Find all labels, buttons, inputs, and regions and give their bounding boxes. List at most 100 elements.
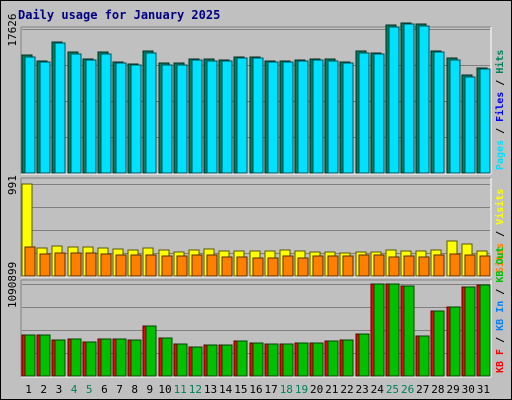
panel-visits-sites: 991 Sites / Visits [6,175,506,278]
bar-sites-day-8 [130,254,142,277]
bar-files-day-8 [130,64,142,174]
bar-sites-day-2 [39,253,51,277]
x-tick-label-day-5: 5 [86,383,93,396]
bar-kb-out-day-22 [342,339,354,377]
x-tick-label-day-14: 14 [219,383,233,396]
bar-sites-day-1 [24,246,36,277]
panel-pages-files-hits: 17626 Pages / Files / Hits [6,13,506,175]
bar-sites-day-30 [464,254,476,277]
bar-files-day-10 [161,64,173,174]
x-tick-label-day-12: 12 [189,383,202,396]
bar-files-day-27 [418,25,430,174]
bar-sites-day-27 [418,256,430,277]
bar-kb-out-day-24 [373,283,385,377]
bar-files-day-19 [297,60,309,174]
legend-separator: / [495,283,506,301]
bar-sites-day-13 [206,254,218,277]
bar-files-day-3 [54,42,66,174]
bar-sites-day-7 [115,254,127,277]
x-tick-label-day-13: 13 [204,383,217,396]
legend-pages-files-hits: Pages / Files / Hits [494,50,506,170]
bar-sites-day-28 [433,254,445,277]
y-max-label: 1090899 [6,262,19,308]
x-tick-label-day-2: 2 [40,383,47,396]
x-tick-label-day-20: 20 [310,383,323,396]
bar-files-day-17 [267,61,279,174]
bar-sites-day-26 [403,255,415,277]
bar-sites-day-19 [297,257,309,277]
bar-files-day-20 [312,59,324,174]
bar-files-day-29 [449,59,461,174]
bar-sites-day-22 [342,255,354,277]
x-tick-label-day-30: 30 [462,383,475,396]
bar-files-day-5 [85,59,97,174]
x-tick-label-day-25: 25 [386,383,399,396]
bar-sites-day-3 [54,252,66,277]
bar-kb-out-day-27 [418,335,430,377]
x-tick-label-day-10: 10 [158,383,171,396]
bar-kb-out-day-29 [449,306,461,377]
bar-files-day-9 [145,52,157,174]
bar-kb-out-day-23 [358,333,370,377]
bar-kb-out-day-6 [100,338,112,377]
bar-sites-day-11 [176,255,188,277]
x-tick-label-day-8: 8 [131,383,138,396]
bar-sites-day-16 [252,257,264,277]
bar-kb-out-day-15 [236,340,248,377]
bar-kb-out-day-21 [327,340,339,377]
bar-kb-out-day-10 [161,337,173,377]
legend-entry-visits: Visits [494,189,506,225]
legend-separator: / [495,331,506,349]
x-tick-label-day-11: 11 [174,383,187,396]
bar-kb-out-day-8 [130,339,142,377]
x-tick-label-day-22: 22 [340,383,353,396]
bar-sites-day-25 [388,256,400,277]
legend-entry-kb-in: KB In [495,301,506,331]
x-tick-label-day-19: 19 [295,383,308,396]
x-tick-label-day-28: 28 [431,383,444,396]
x-tick-label-day-9: 9 [147,383,154,396]
bar-sites-day-23 [358,254,370,277]
bar-files-day-21 [327,60,339,174]
bar-kb-out-day-30 [464,286,476,377]
legend-kb-in-out: KB F / KB In / KB Out [495,247,506,373]
bar-kb-out-day-17 [267,343,279,377]
x-tick-label-day-1: 1 [25,383,32,396]
bar-kb-out-day-9 [145,325,157,377]
bar-sites-day-6 [100,253,112,277]
x-tick-label-day-15: 15 [234,383,247,396]
bar-files-day-31 [479,68,491,174]
bar-sites-day-29 [449,253,461,277]
legend-entry-kb-f: KB F [495,349,506,373]
bar-files-day-1 [24,56,36,174]
legend-separator: / [495,74,506,92]
x-tick-label-day-6: 6 [101,383,108,396]
bar-files-day-18 [282,61,294,174]
bar-files-day-26 [403,23,415,174]
bar-kb-out-day-19 [297,342,309,377]
bar-kb-out-day-18 [282,343,294,377]
legend-separator: / [495,122,506,140]
bar-kb-out-day-13 [206,344,218,377]
bar-sites-day-14 [221,256,233,277]
legend-entry-kb-out: KB Out [495,247,506,283]
bar-files-day-30 [464,76,476,174]
bar-kb-out-day-28 [433,310,445,377]
legend-separator: / [495,225,506,243]
bar-sites-day-21 [327,255,339,277]
bar-files-day-15 [236,57,248,174]
bar-files-day-13 [206,60,218,174]
x-tick-label-day-17: 17 [265,383,278,396]
x-tick-label-day-3: 3 [56,383,63,396]
bar-kb-out-day-7 [115,338,127,377]
bar-sites-day-10 [161,255,173,277]
legend-entry-pages: Pages [495,140,506,170]
x-tick-label-day-29: 29 [446,383,459,396]
x-tick-label-day-4: 4 [71,383,78,396]
panel-kb-in-out: 1090899 KB F / KB In / KB Out [6,247,506,378]
x-tick-label-day-21: 21 [325,383,338,396]
x-tick-label-day-7: 7 [116,383,123,396]
legend-visits-sites: Sites / Visits [494,189,506,273]
bar-kb-out-day-11 [176,343,188,377]
